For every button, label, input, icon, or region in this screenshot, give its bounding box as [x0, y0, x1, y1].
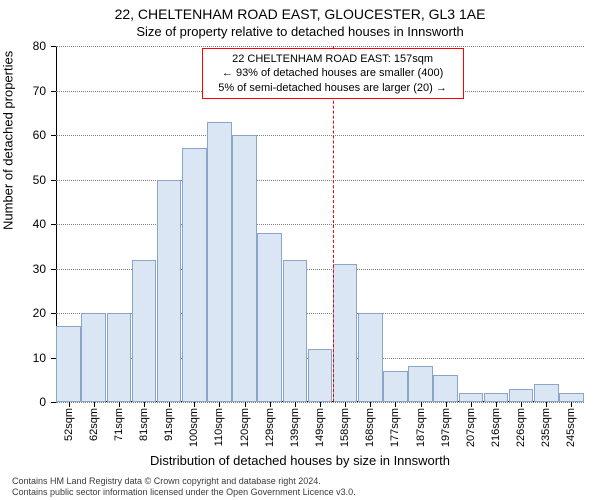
histogram-bar: [534, 384, 559, 402]
x-tick-label: 207sqm: [465, 408, 477, 447]
y-tick-label: 50: [33, 173, 56, 187]
x-tick-label: 197sqm: [440, 408, 452, 447]
annotation-line: ← 93% of detached houses are smaller (40…: [209, 66, 457, 80]
x-tick-label: 187sqm: [415, 408, 427, 447]
x-tick-label: 81sqm: [138, 408, 150, 441]
histogram-bar: [157, 180, 182, 403]
histogram-bar: [107, 313, 132, 402]
x-tick: [245, 402, 246, 407]
histogram-bar: [207, 122, 232, 402]
x-tick-label: 62sqm: [88, 408, 100, 441]
x-tick-label: 52sqm: [63, 408, 75, 441]
y-axis-label: Number of detached properties: [1, 51, 16, 230]
x-tick-label: 235sqm: [540, 408, 552, 447]
x-tick: [169, 402, 170, 407]
x-tick-label: 139sqm: [289, 408, 301, 447]
x-tick: [320, 402, 321, 407]
x-tick: [144, 402, 145, 407]
x-tick-label: 120sqm: [239, 408, 251, 447]
marker-line: [333, 46, 334, 402]
x-tick-label: 110sqm: [213, 408, 225, 446]
x-tick-label: 245sqm: [565, 408, 577, 447]
histogram-bar: [232, 135, 257, 402]
histogram-bar: [81, 313, 106, 402]
histogram-bar: [56, 326, 81, 402]
x-tick: [395, 402, 396, 407]
x-tick: [345, 402, 346, 407]
x-tick: [94, 402, 95, 407]
histogram-bar: [433, 375, 458, 402]
x-tick: [270, 402, 271, 407]
x-tick-label: 100sqm: [188, 408, 200, 447]
y-tick-label: 0: [39, 395, 56, 409]
annotation-box: 22 CHELTENHAM ROAD EAST: 157sqm← 93% of …: [202, 48, 464, 99]
x-tick-label: 91sqm: [163, 408, 175, 441]
histogram-bar: [559, 393, 584, 402]
x-tick: [370, 402, 371, 407]
x-tick: [471, 402, 472, 407]
gridline-h: [56, 224, 584, 225]
x-tick: [546, 402, 547, 407]
histogram-bar: [509, 389, 534, 402]
gridline-h: [56, 46, 584, 47]
x-tick: [69, 402, 70, 407]
x-tick: [446, 402, 447, 407]
x-tick-label: 216sqm: [490, 408, 502, 447]
gridline-h: [56, 180, 584, 181]
chart-title: 22, CHELTENHAM ROAD EAST, GLOUCESTER, GL…: [0, 6, 600, 22]
plot-area: 0102030405060708052sqm62sqm71sqm81sqm91s…: [56, 46, 584, 402]
chart-subtitle: Size of property relative to detached ho…: [0, 24, 600, 39]
histogram-bar: [132, 260, 157, 402]
attribution-line: Contains public sector information licen…: [12, 487, 588, 498]
x-tick: [496, 402, 497, 407]
x-tick-label: 149sqm: [314, 408, 326, 447]
x-tick: [194, 402, 195, 407]
x-tick-label: 226sqm: [515, 408, 527, 447]
histogram-bar: [459, 393, 484, 402]
histogram-bar: [358, 313, 383, 402]
gridline-h: [56, 135, 584, 136]
annotation-line: 5% of semi-detached houses are larger (2…: [209, 81, 457, 95]
y-tick-label: 10: [33, 351, 56, 365]
histogram-bar: [333, 264, 358, 402]
x-tick: [521, 402, 522, 407]
histogram-bar: [182, 148, 207, 402]
histogram-bar: [484, 393, 509, 402]
histogram-bar: [257, 233, 282, 402]
x-tick: [421, 402, 422, 407]
x-tick-label: 168sqm: [364, 408, 376, 447]
histogram-bar: [283, 260, 308, 402]
y-tick-label: 80: [33, 39, 56, 53]
annotation-line: 22 CHELTENHAM ROAD EAST: 157sqm: [209, 52, 457, 66]
histogram-bar: [308, 349, 333, 402]
x-tick: [219, 402, 220, 407]
x-tick: [571, 402, 572, 407]
x-tick-label: 158sqm: [339, 408, 351, 447]
y-tick-label: 30: [33, 262, 56, 276]
y-tick-label: 20: [33, 306, 56, 320]
x-tick-label: 129sqm: [264, 408, 276, 447]
histogram-bar: [408, 366, 433, 402]
x-tick: [119, 402, 120, 407]
y-tick-label: 60: [33, 128, 56, 142]
y-tick-label: 70: [33, 84, 56, 98]
histogram-bar: [383, 371, 408, 402]
x-tick-label: 71sqm: [113, 408, 125, 441]
x-tick: [295, 402, 296, 407]
attribution-line: Contains HM Land Registry data © Crown c…: [12, 476, 588, 487]
x-axis-label: Distribution of detached houses by size …: [0, 453, 600, 468]
y-tick-label: 40: [33, 217, 56, 231]
x-tick-label: 177sqm: [389, 408, 401, 447]
attribution-text: Contains HM Land Registry data © Crown c…: [12, 476, 588, 499]
